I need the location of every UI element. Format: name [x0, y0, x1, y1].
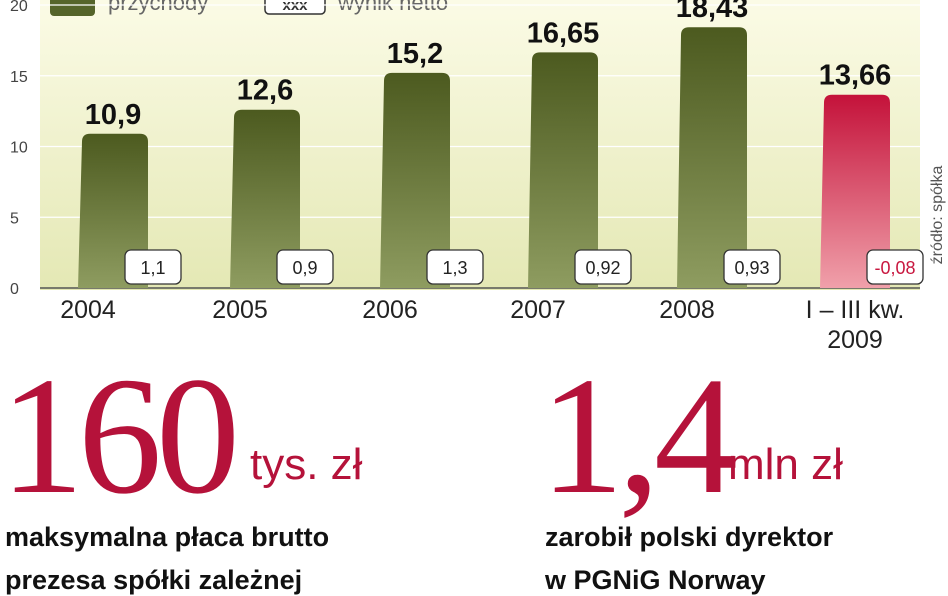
- net-result-label: -0,08: [874, 258, 915, 278]
- x-tick-label: 2007: [510, 296, 566, 324]
- highlight-description: zarobił polski dyrektor: [545, 522, 834, 552]
- x-tick-label: 2005: [212, 296, 268, 324]
- bar-value-label: 18,43: [676, 0, 749, 24]
- bar: [820, 94, 890, 288]
- y-tick-label: 0: [10, 281, 19, 298]
- bar-value-label: 10,9: [85, 99, 141, 131]
- net-result-label: 0,92: [585, 258, 620, 278]
- bar: [677, 27, 747, 288]
- net-result-label: 0,9: [292, 258, 317, 278]
- bar: [528, 52, 598, 289]
- highlight-description: w PGNiG Norway: [545, 565, 766, 595]
- legend-symbol: xxx: [282, 0, 308, 14]
- bar-value-label: 13,66: [819, 60, 892, 92]
- legend-swatch: [50, 0, 95, 16]
- highlight-description: prezesa spółki zależnej: [5, 565, 303, 595]
- x-tick-label: 2008: [659, 296, 715, 324]
- net-result-box: [866, 249, 924, 285]
- y-tick-label: 5: [10, 210, 19, 227]
- bar-value-label: 16,65: [527, 17, 600, 49]
- highlight-value: 160: [0, 343, 240, 529]
- net-result-box: [276, 249, 334, 285]
- net-result-box: [426, 249, 484, 285]
- x-tick-label: I – III kw. 2009: [805, 296, 905, 354]
- bar: [380, 72, 450, 288]
- highlight-description: maksymalna płaca brutto: [5, 522, 330, 552]
- highlight-unit: tys. zł: [250, 440, 363, 489]
- y-tick-label: 10: [10, 140, 28, 157]
- net-result-box: [574, 249, 632, 285]
- bar-value-label: 15,2: [387, 38, 443, 70]
- highlight-unit: mln zł: [728, 440, 843, 489]
- source: źródło: spółka: [929, 166, 946, 265]
- highlight-value: 1,4: [540, 343, 738, 529]
- legend-label: wynik netto: [337, 0, 448, 15]
- y-tick-label: 15: [10, 69, 28, 86]
- plot-background: [40, 0, 920, 290]
- y-tick-label: 20: [10, 0, 28, 15]
- net-result-box: [124, 249, 182, 285]
- legend-label: przychody: [108, 0, 208, 15]
- x-tick-label: 2004: [60, 296, 116, 324]
- net-result-box: [723, 249, 781, 285]
- bar-value-label: 12,6: [237, 75, 293, 107]
- x-tick-label: 2006: [362, 296, 418, 324]
- net-result-label: 1,3: [442, 258, 467, 278]
- net-result-label: 1,1: [140, 258, 165, 278]
- net-result-label: 0,93: [734, 258, 769, 278]
- legend-swatch: [264, 0, 326, 15]
- bar: [230, 109, 300, 289]
